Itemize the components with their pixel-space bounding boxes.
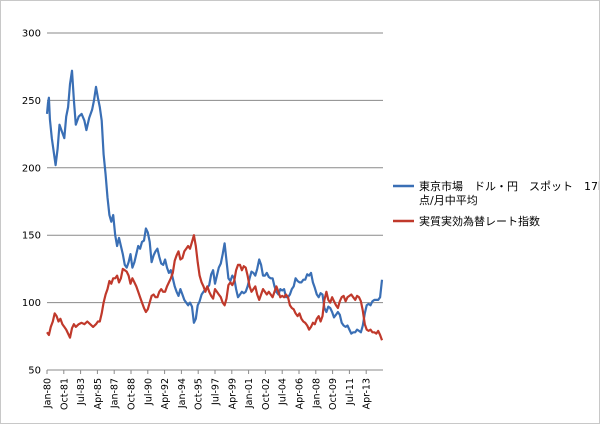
x-tick-label: Jul-11 [345, 378, 356, 406]
x-tick-label: Oct-09 [328, 378, 339, 410]
x-tick-label: Jul-83 [76, 378, 87, 406]
x-tick-label: Jan-80 [43, 378, 54, 409]
y-tick-label: 150 [22, 231, 41, 242]
x-tick-label: Apr-85 [93, 378, 104, 409]
x-tick-label: Apr-92 [160, 378, 171, 409]
x-tick-label: Apr-13 [362, 378, 373, 409]
y-axis-ticks: 50 100 150 200 250 300 [22, 29, 41, 377]
x-axis [46, 369, 383, 374]
legend: 東京市場 ドル・円 スポット 17時時 点/月中平均 実質実効為替レート指数 [393, 179, 600, 228]
x-tick-label: Jan-01 [244, 378, 255, 409]
x-tick-label: Oct-88 [127, 378, 138, 410]
x-axis-ticks: Jan-80 Oct-81 Jul-83 Apr-85 Jan-87 Oct-88 Jul-… [43, 378, 373, 410]
y-tick-label: 300 [22, 29, 41, 40]
x-tick-label: Jul-04 [278, 378, 289, 406]
x-tick-label: Jan-94 [177, 378, 188, 409]
legend-label-usdjpy-line1: 東京市場 ドル・円 スポット 17時時 [419, 179, 599, 193]
x-tick-label: Apr-99 [227, 378, 238, 409]
y-tick-label: 250 [22, 96, 41, 107]
x-tick-label: Jan-87 [110, 378, 121, 409]
x-tick-label: Oct-02 [261, 378, 272, 410]
x-tick-label: Oct-95 [194, 378, 205, 410]
y-tick-label: 100 [22, 298, 41, 309]
legend-label-usdjpy-line2: 点/月中平均 [419, 194, 478, 207]
y-tick-label: 50 [28, 366, 41, 377]
legend-label-reer: 実質実効為替レート指数 [419, 214, 540, 228]
series-line-reer [46, 234, 384, 341]
x-tick-label: Apr-06 [295, 378, 306, 409]
x-tick-label: Jul-97 [211, 378, 222, 406]
series-line-usdjpy [45, 69, 384, 335]
gridlines [47, 32, 383, 304]
x-tick-label: Oct-81 [59, 378, 70, 410]
x-tick-label: Jan-08 [311, 378, 322, 409]
x-tick-label: Jul-90 [143, 378, 154, 406]
y-tick-label: 200 [22, 163, 41, 174]
series-lines [45, 69, 384, 341]
